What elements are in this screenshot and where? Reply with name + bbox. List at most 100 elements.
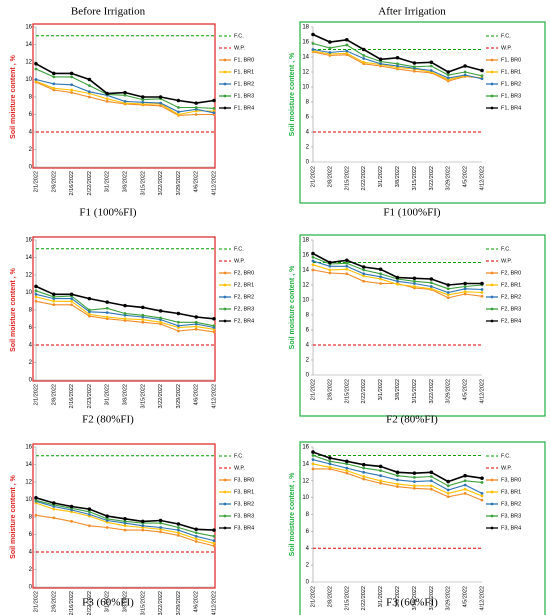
x-tick-label: 4/5/2022	[463, 379, 469, 400]
point	[105, 306, 109, 310]
series-line	[312, 451, 483, 483]
legend-label: F3, BR2	[501, 501, 521, 507]
point	[34, 498, 38, 502]
legend-label: F1, BR3	[234, 93, 254, 99]
point	[446, 484, 450, 488]
point	[105, 91, 109, 96]
caption: F2 (80%FI)	[82, 414, 134, 426]
legend-label: F2, BR3	[234, 306, 254, 312]
x-tick-label: 2/15/2022	[344, 379, 350, 403]
point	[328, 40, 332, 44]
point	[480, 498, 484, 502]
point	[446, 76, 450, 80]
y-tick-label: 16	[302, 253, 309, 259]
legend-label: F2, BR0	[501, 270, 521, 276]
point	[123, 528, 127, 532]
point	[194, 320, 198, 324]
point	[463, 492, 467, 495]
point	[176, 522, 181, 526]
legend-label: F3, BR4	[501, 525, 521, 531]
point	[105, 97, 109, 101]
legend-label: F2, BR4	[234, 318, 254, 324]
x-tick-label: 4/12/2022	[211, 171, 217, 195]
y-tick-label: 6	[306, 529, 310, 535]
x-tick-label: 2/1/2022	[310, 586, 316, 607]
point	[52, 501, 56, 505]
point	[88, 84, 91, 88]
point	[212, 534, 216, 538]
point	[34, 67, 38, 71]
point	[379, 282, 382, 285]
y-tick-label: 0	[29, 585, 33, 591]
legend-marker	[490, 106, 494, 110]
legend-label: F.C.	[501, 33, 511, 39]
x-tick-label: 4/12/2022	[211, 591, 217, 615]
point	[34, 299, 38, 303]
point	[480, 492, 484, 495]
x-tick-label: 3/29/2022	[176, 171, 182, 195]
panel-frame	[32, 443, 216, 589]
x-tick-label: 2/22/2022	[361, 379, 367, 403]
x-tick-label: 3/22/2022	[429, 379, 435, 403]
point	[345, 258, 349, 263]
x-tick-label: 3/1/2022	[105, 384, 111, 405]
y-tick-label: 12	[302, 70, 309, 76]
point	[362, 466, 366, 470]
point	[212, 111, 216, 115]
point	[328, 271, 332, 275]
point	[52, 82, 56, 86]
point	[480, 294, 484, 298]
point	[480, 77, 484, 81]
y-tick-label: 18	[302, 238, 309, 244]
legend-marker	[223, 70, 227, 74]
legend-label: W.P.	[501, 465, 512, 471]
y-tick-label: 4	[306, 343, 310, 349]
point	[105, 300, 109, 304]
point	[328, 462, 332, 466]
point	[429, 69, 433, 72]
point	[396, 62, 399, 66]
point	[328, 268, 332, 272]
y-tick-label: 12	[25, 273, 32, 279]
point	[429, 281, 433, 285]
panel-frame	[32, 23, 216, 169]
point	[194, 113, 198, 116]
point	[52, 299, 56, 303]
point	[158, 518, 163, 523]
point	[429, 287, 433, 291]
point	[34, 292, 38, 296]
legend-label: F3, BR4	[234, 525, 254, 531]
y-tick-label: 18	[302, 25, 309, 31]
point	[463, 281, 467, 286]
x-tick-label: 2/16/2022	[69, 591, 75, 615]
point	[87, 507, 92, 511]
x-tick-label: 3/8/2022	[395, 166, 401, 187]
point	[88, 510, 91, 514]
point	[396, 279, 399, 283]
point	[70, 519, 73, 523]
point	[429, 479, 433, 483]
point	[141, 524, 145, 528]
point	[177, 533, 180, 537]
point	[88, 312, 91, 316]
point	[141, 100, 145, 104]
legend-marker	[490, 478, 494, 482]
point	[413, 279, 416, 283]
x-tick-label: 3/1/2022	[378, 586, 384, 607]
legend-marker	[490, 307, 494, 311]
point	[194, 531, 198, 535]
point	[362, 279, 366, 283]
y-tick-label: 10	[302, 298, 309, 304]
point	[345, 471, 349, 475]
y-axis-label: Soil moisture content , %	[10, 267, 17, 351]
point	[362, 272, 366, 276]
point	[70, 88, 73, 92]
y-tick-label: 16	[302, 40, 309, 46]
column-title: Before Irrigation	[71, 6, 146, 18]
point	[69, 71, 74, 76]
legend-label: F2, BR2	[234, 294, 254, 300]
point	[194, 315, 198, 319]
y-tick-label: 0	[306, 373, 310, 379]
point	[345, 37, 349, 42]
point	[379, 481, 382, 485]
